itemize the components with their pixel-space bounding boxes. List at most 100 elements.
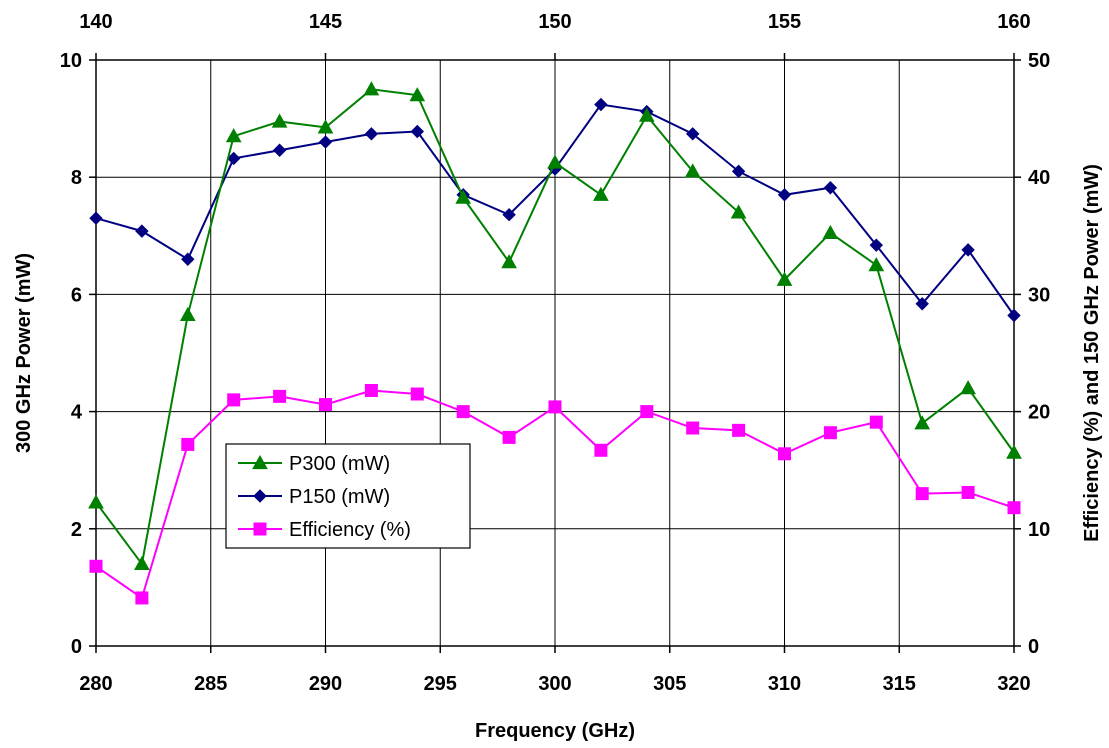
- top-tick-label: 140: [79, 11, 112, 33]
- data-point: [1006, 444, 1022, 459]
- data-point: [135, 224, 149, 238]
- data-point: [502, 207, 516, 222]
- data-point: [823, 181, 838, 195]
- data-point: [227, 393, 241, 407]
- data-point: [135, 591, 149, 605]
- x-tick-label: 300: [538, 673, 571, 695]
- data-point: [502, 430, 516, 444]
- data-point: [181, 252, 195, 266]
- data-point: [594, 97, 608, 112]
- y-axis-ticks: 0 2 4 6 8 10: [60, 50, 96, 658]
- data-point: [822, 224, 839, 239]
- data-point: [961, 243, 975, 257]
- data-point: [271, 113, 288, 128]
- legend-marker: [253, 522, 267, 536]
- top-tick-label: 145: [309, 11, 342, 33]
- legend-item-efficiency: Efficiency (%): [238, 519, 411, 541]
- top-axis-ticks: 140 145 150 155 160: [79, 11, 1031, 60]
- data-point: [364, 127, 379, 141]
- data-point: [226, 151, 241, 166]
- legend: P300 (mW) P150 (mW) Efficiency (%): [225, 443, 471, 549]
- series-group: [88, 81, 1022, 605]
- data-point: [181, 437, 195, 451]
- legend-item-p150-mw: P150 (mW): [238, 486, 390, 508]
- data-point: [961, 485, 975, 499]
- y-tick-label: 10: [60, 50, 82, 72]
- data-point: [318, 135, 333, 149]
- x-tick-label: 320: [997, 673, 1030, 695]
- data-point: [410, 387, 424, 401]
- x-tick-label: 285: [194, 673, 227, 695]
- data-point: [684, 163, 701, 178]
- y-tick-label: 4: [71, 402, 83, 424]
- x-axis-title: Frequency (GHz): [475, 720, 635, 742]
- y2-tick-label: 10: [1028, 519, 1050, 541]
- grid-lines: [96, 60, 1014, 646]
- data-point: [273, 389, 287, 403]
- y2-axis-ticks: 0 10 20 30 40 50: [1014, 50, 1050, 658]
- y-tick-label: 2: [71, 519, 82, 541]
- y-tick-label: 0: [71, 636, 82, 658]
- data-point: [869, 415, 883, 429]
- y-axis-title: 300 GHz Power (mW): [13, 253, 35, 453]
- series-p300-mw: [88, 81, 1022, 571]
- x-axis-ticks: 280 285 290 295 300 305 310 315 320: [79, 646, 1031, 695]
- data-point: [731, 164, 746, 179]
- data-point: [823, 426, 837, 440]
- data-point: [778, 447, 791, 461]
- data-point: [869, 238, 884, 252]
- data-point: [89, 211, 103, 225]
- y-tick-label: 8: [71, 167, 82, 189]
- data-point: [134, 555, 150, 571]
- data-point: [89, 559, 103, 573]
- legend-label: P150 (mW): [289, 486, 390, 508]
- data-point: [547, 154, 563, 169]
- data-point: [732, 423, 746, 437]
- data-point: [776, 271, 793, 286]
- x-tick-label: 305: [653, 673, 686, 695]
- data-point: [685, 127, 700, 141]
- data-point: [594, 443, 608, 457]
- data-point: [915, 297, 929, 311]
- y2-tick-label: 50: [1028, 50, 1050, 72]
- legend-marker: [252, 454, 268, 470]
- x-tick-label: 315: [883, 673, 916, 695]
- data-point: [914, 415, 931, 430]
- data-point: [960, 380, 976, 395]
- data-point: [777, 188, 792, 202]
- y2-tick-label: 0: [1028, 636, 1039, 658]
- top-tick-label: 155: [768, 11, 801, 33]
- data-point: [548, 400, 562, 414]
- data-point: [915, 487, 929, 501]
- top-tick-label: 160: [997, 11, 1030, 33]
- data-point: [410, 124, 425, 139]
- data-point: [640, 405, 654, 419]
- data-point: [364, 384, 378, 398]
- x-tick-label: 310: [768, 673, 801, 695]
- data-point: [456, 405, 470, 419]
- data-point: [179, 306, 196, 322]
- data-point: [1007, 501, 1021, 515]
- data-point: [225, 128, 242, 143]
- legend-label: Efficiency (%): [289, 519, 411, 541]
- data-point: [501, 254, 517, 269]
- data-point: [317, 119, 334, 134]
- y2-tick-label: 30: [1028, 284, 1050, 306]
- data-point: [88, 494, 104, 509]
- y2-tick-label: 20: [1028, 402, 1050, 424]
- data-point: [455, 189, 472, 204]
- data-point: [868, 257, 885, 272]
- x-tick-label: 280: [79, 673, 112, 695]
- x-tick-label: 290: [309, 673, 342, 695]
- x-tick-label: 295: [424, 673, 457, 695]
- data-point: [686, 421, 700, 435]
- top-tick-label: 150: [538, 11, 571, 33]
- y-tick-label: 6: [71, 284, 82, 306]
- y2-tick-label: 40: [1028, 167, 1050, 189]
- data-point: [319, 398, 332, 412]
- data-point: [363, 81, 380, 96]
- data-point: [638, 107, 655, 122]
- legend-marker: [253, 489, 267, 503]
- data-point: [593, 186, 609, 201]
